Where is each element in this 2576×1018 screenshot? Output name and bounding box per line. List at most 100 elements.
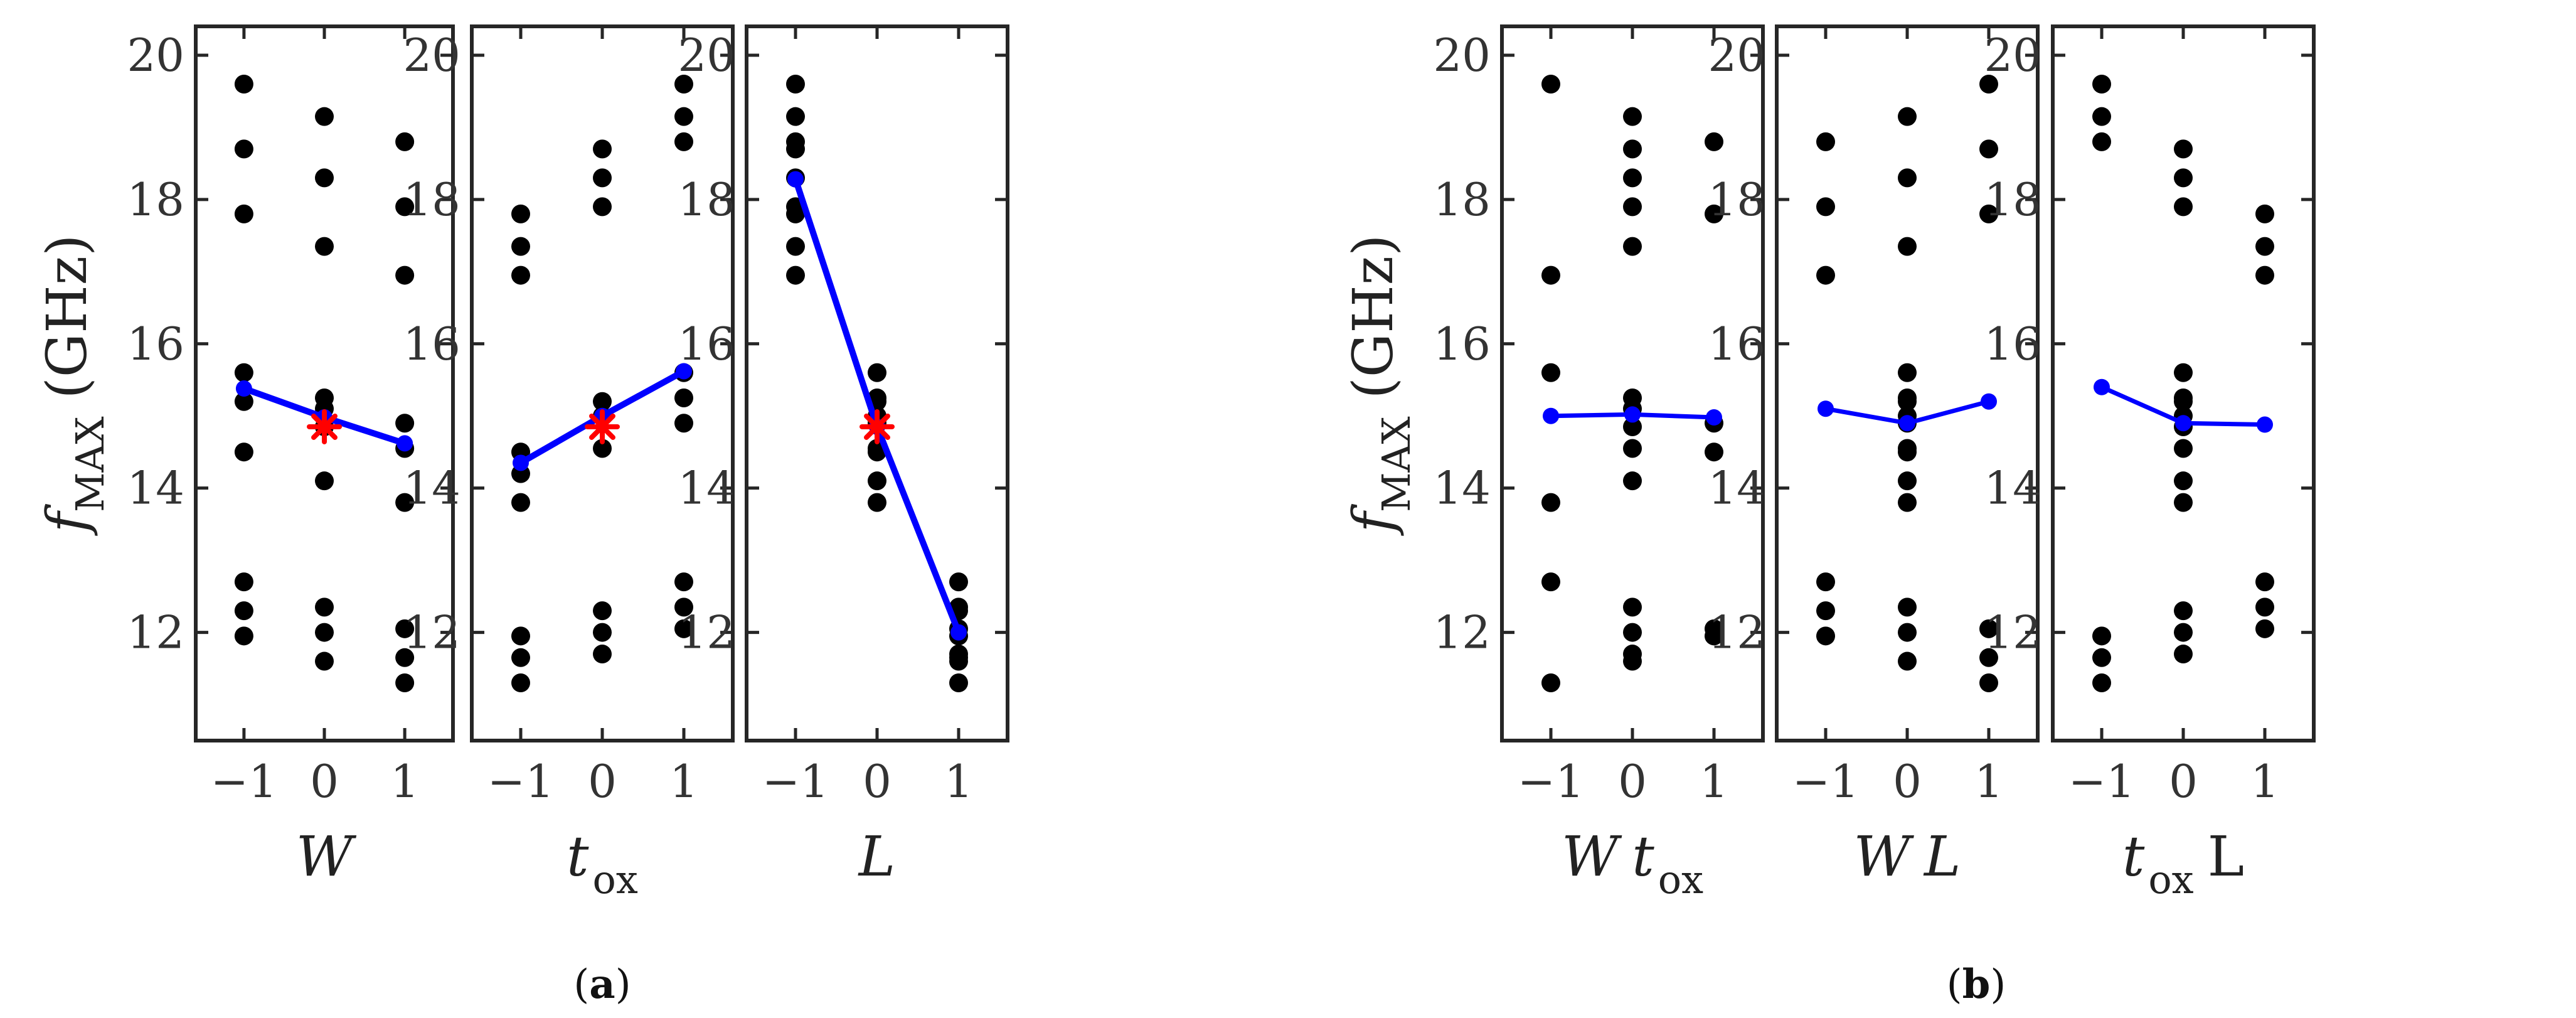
y-tick-label: 18 [678, 173, 735, 226]
data-point [949, 651, 968, 671]
data-point [674, 388, 693, 407]
y-tick-label: 20 [1984, 29, 2041, 82]
chart-panel-4: 12 14 16 18 20 −1 0 1 W tox fMAX (GHz) [1341, 24, 1765, 903]
data-point [593, 439, 612, 458]
y-tick-label: 16 [1433, 318, 1491, 370]
x-tick-label: −1 [211, 755, 277, 808]
data-point [2255, 265, 2274, 285]
data-point [1541, 363, 1560, 382]
data-point [234, 139, 253, 159]
data-point [674, 107, 693, 126]
x-tick-label: 0 [1893, 755, 1922, 808]
effect-point [2175, 415, 2191, 432]
data-point [868, 471, 886, 491]
data-point [2255, 597, 2274, 617]
y-tick-label: 20 [403, 29, 460, 82]
data-point [786, 107, 805, 126]
y-tick-label: 18 [403, 173, 460, 226]
data-point [2092, 673, 2111, 693]
data-point [315, 237, 334, 256]
center-marker-stroke [589, 413, 615, 440]
data-point [1816, 265, 1835, 285]
data-point [511, 648, 530, 667]
data-point [395, 648, 415, 667]
y-tick-label: 16 [678, 318, 735, 370]
data-point [868, 442, 886, 462]
effect-point [2257, 416, 2273, 433]
data-point [1541, 74, 1560, 94]
y-tick-label: 14 [127, 462, 184, 515]
data-point [1898, 493, 1917, 512]
y-tick-label: 14 [1433, 462, 1491, 515]
data-point [395, 493, 415, 512]
y-tick-label: 18 [1433, 173, 1491, 226]
data-point [1898, 623, 1917, 642]
center-point-marker [860, 409, 895, 444]
data-point [1898, 363, 1917, 382]
x-tick-label: 1 [1700, 755, 1728, 808]
y-tick-label: 12 [1433, 606, 1491, 659]
data-point [949, 572, 968, 592]
data-point [511, 237, 530, 256]
data-point [1705, 132, 1723, 151]
data-point [234, 74, 253, 94]
data-point [1623, 168, 1642, 188]
data-point [1816, 572, 1835, 592]
data-point [315, 107, 334, 126]
data-point [1979, 619, 1998, 638]
data-point [786, 237, 805, 256]
effect-point [676, 363, 692, 380]
y-tick-label: 14 [678, 462, 735, 515]
data-point [2174, 623, 2193, 642]
data-point [1705, 204, 1723, 223]
data-point [2174, 493, 2193, 512]
data-point [234, 204, 253, 223]
data-point [1898, 392, 1917, 411]
data-point [2092, 107, 2111, 126]
data-point [234, 626, 253, 646]
effect-point [1706, 409, 1722, 426]
y-tick-label: 18 [127, 173, 184, 226]
x-axis-label: L [858, 824, 895, 889]
x-tick-label: 1 [1974, 755, 2003, 808]
data-point [593, 623, 612, 642]
data-point [786, 74, 805, 94]
data-point [2255, 204, 2274, 223]
x-axis-label: tox [567, 824, 638, 903]
y-tick-label: 20 [127, 29, 184, 82]
data-point [2255, 237, 2274, 256]
effect-point [1818, 400, 1834, 417]
data-point [1541, 493, 1560, 512]
y-tick-label: 18 [1708, 173, 1765, 226]
data-point [674, 74, 693, 94]
data-point [1979, 74, 1998, 94]
data-point [2255, 572, 2274, 592]
y-tick-label: 16 [403, 318, 460, 370]
data-point [315, 623, 334, 642]
x-tick-label: −1 [2068, 755, 2135, 808]
data-point [1979, 139, 1998, 159]
y-tick-label: 16 [1984, 318, 2041, 370]
data-point [2092, 648, 2111, 667]
data-point [2174, 197, 2193, 217]
data-point [786, 139, 805, 159]
x-tick-label: −1 [1518, 755, 1584, 808]
y-tick-label: 14 [403, 462, 460, 515]
y-tick-label: 16 [1708, 318, 1765, 370]
data-point [1898, 107, 1917, 126]
x-tick-label: 1 [669, 755, 698, 808]
data-point [2255, 619, 2274, 638]
data-point [1705, 626, 1723, 646]
y-tick-label: 12 [127, 606, 184, 659]
data-point [2174, 471, 2193, 491]
x-tick-label: −1 [1792, 755, 1859, 808]
data-point [1541, 265, 1560, 285]
effect-point [2094, 378, 2110, 395]
x-tick-label: 0 [863, 755, 891, 808]
data-point [1898, 168, 1917, 188]
y-axis-label: fMAX (GHz) [1341, 234, 1419, 536]
data-point [593, 139, 612, 159]
data-point [1705, 442, 1723, 462]
